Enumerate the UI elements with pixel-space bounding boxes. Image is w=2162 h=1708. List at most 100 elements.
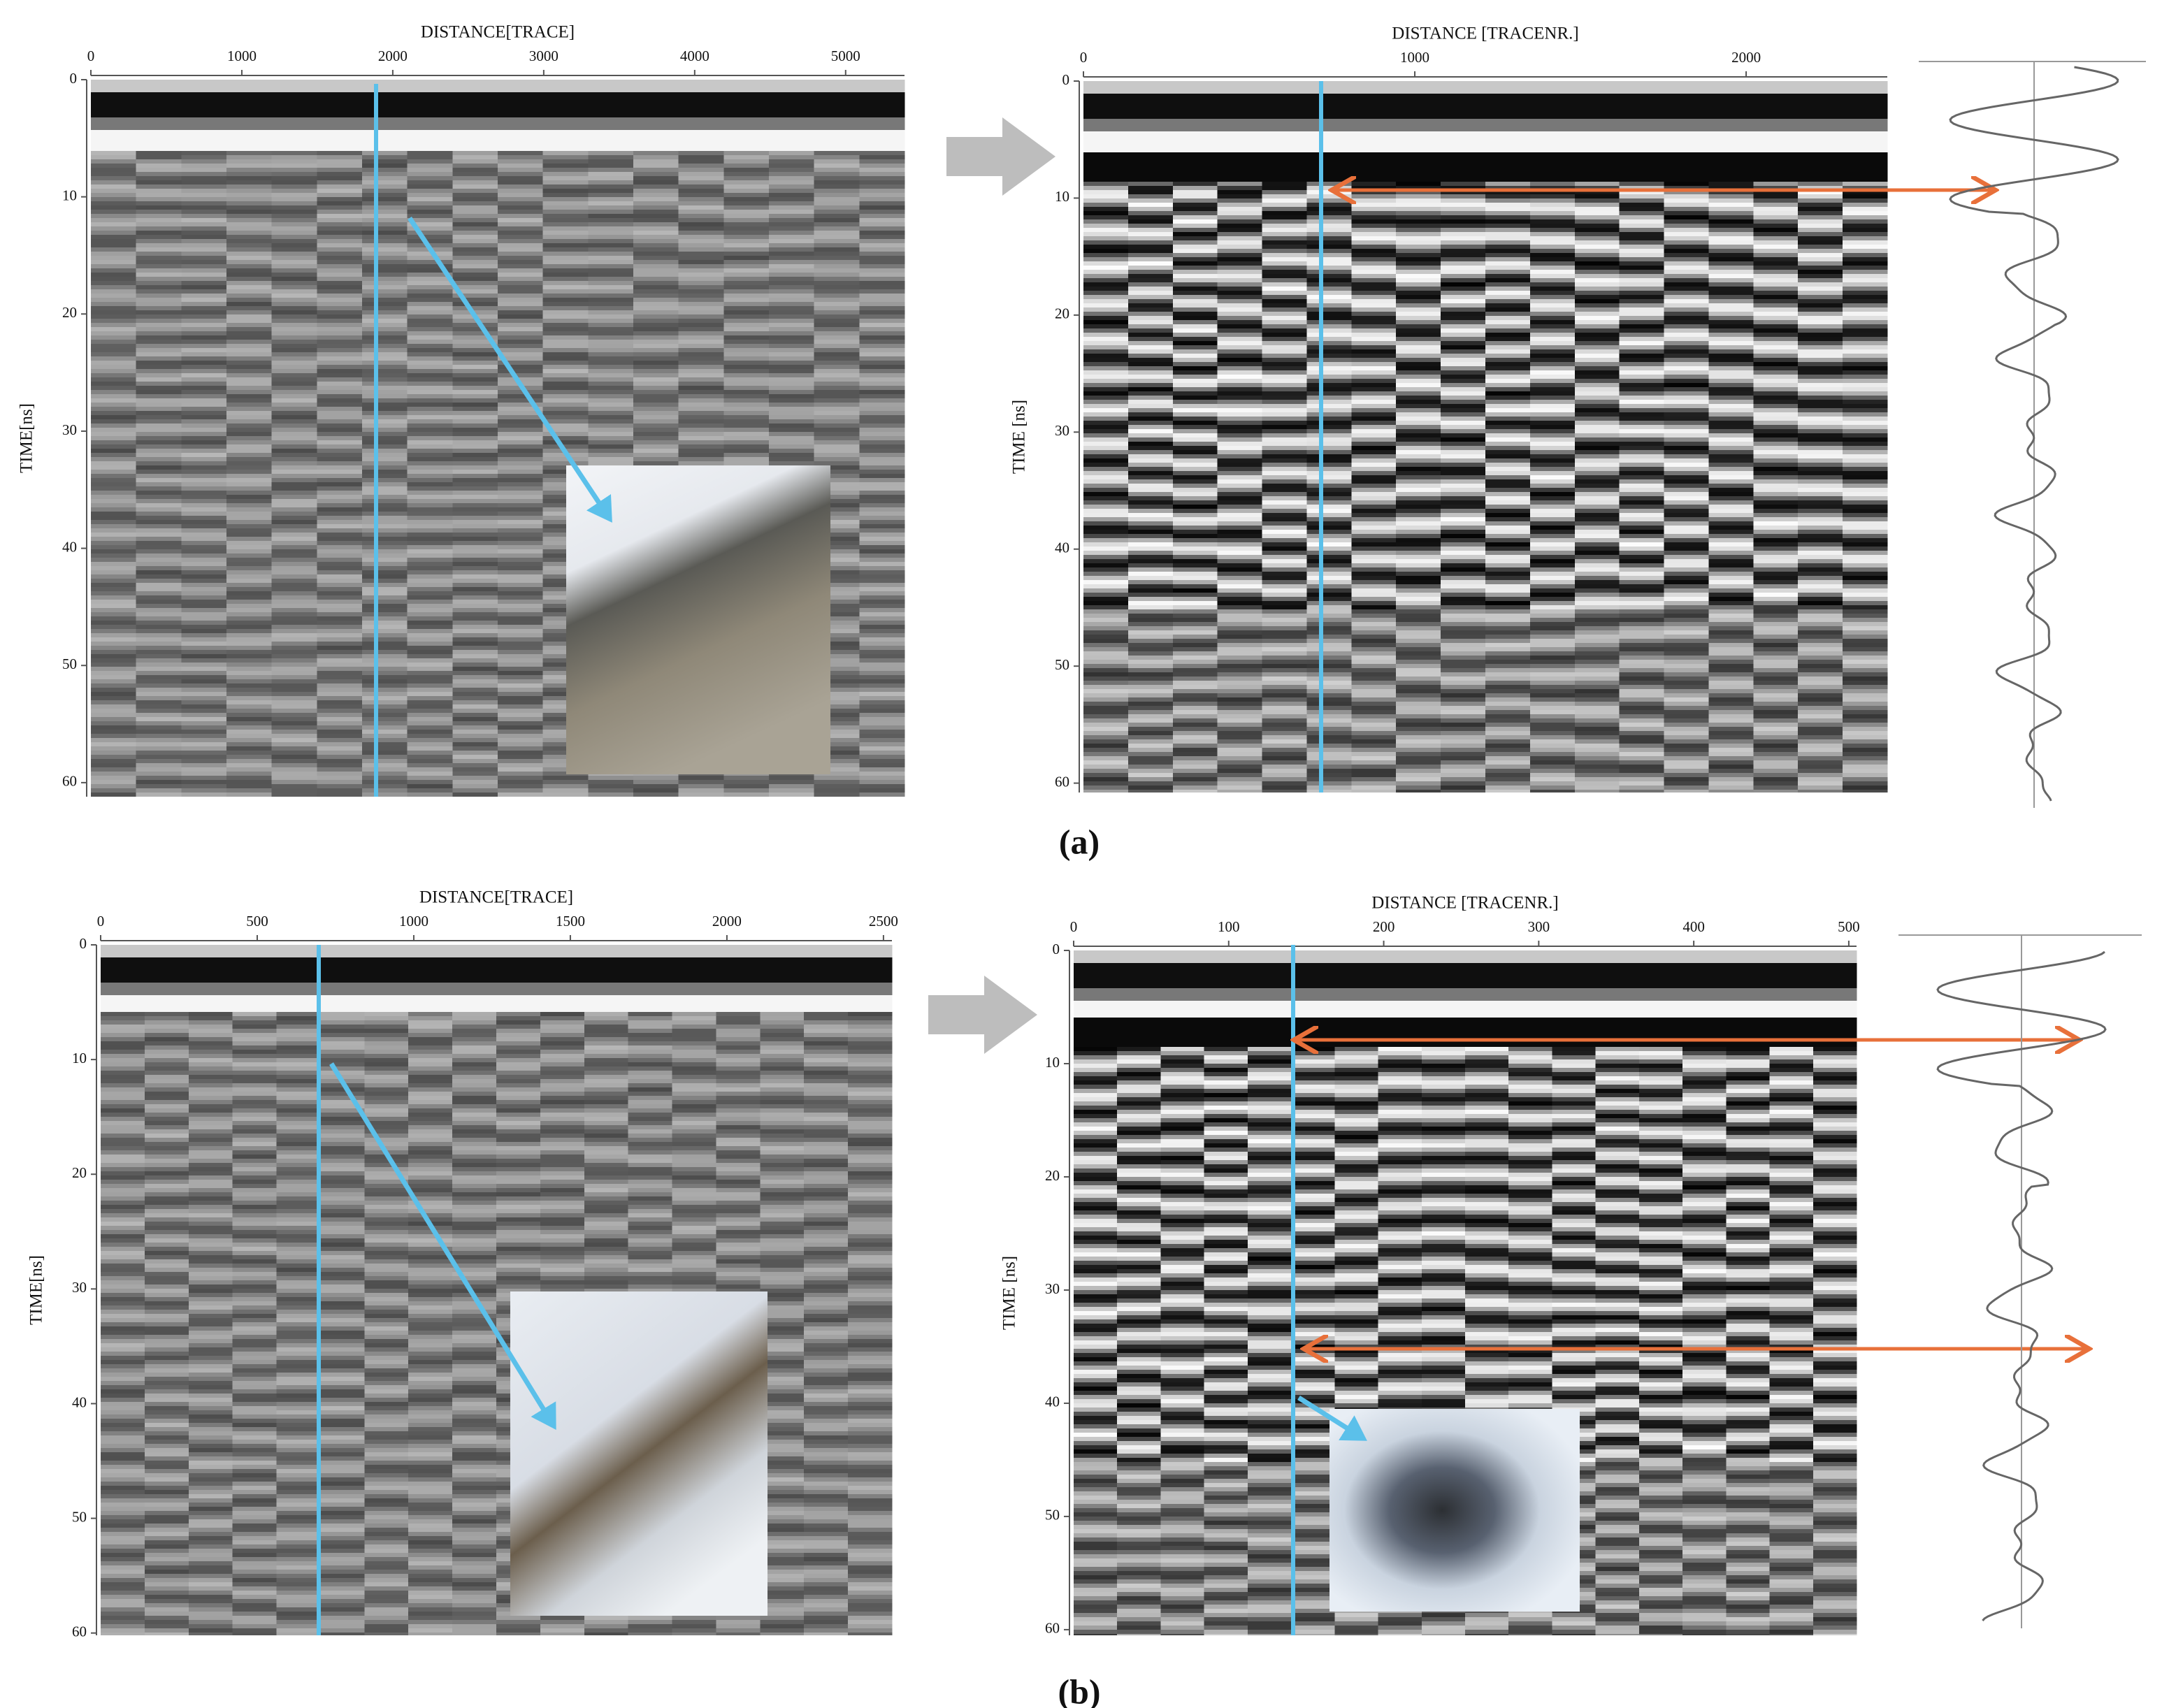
texture [542, 654, 589, 658]
texture [1262, 555, 1308, 559]
texture [498, 260, 544, 264]
texture [362, 516, 408, 520]
texture [1529, 593, 1576, 597]
texture [859, 763, 905, 767]
texture [859, 117, 905, 122]
texture [588, 256, 634, 260]
texture [1529, 245, 1576, 249]
texture [181, 742, 227, 746]
texture [814, 486, 860, 491]
texture [452, 369, 498, 373]
texture [317, 444, 363, 449]
texture [498, 512, 544, 516]
texture [678, 210, 724, 214]
texture [1083, 731, 1129, 735]
texture [1351, 635, 1397, 639]
texture [1172, 463, 1218, 467]
texture [542, 361, 589, 365]
texture [1396, 488, 1441, 492]
texture [136, 780, 182, 784]
texture [181, 147, 227, 151]
texture [1083, 748, 1129, 752]
texture [633, 340, 679, 344]
texture [498, 541, 544, 545]
texture [1396, 777, 1441, 781]
texture [317, 604, 363, 608]
texture [1485, 614, 1531, 618]
texture [362, 361, 408, 365]
texture [814, 763, 860, 767]
texture [859, 637, 905, 642]
texture [1529, 412, 1576, 417]
texture [1262, 584, 1308, 588]
texture [498, 562, 544, 566]
texture [1306, 215, 1352, 219]
texture [317, 637, 363, 642]
texture [1396, 370, 1441, 375]
texture [407, 512, 453, 516]
texture [1485, 345, 1531, 349]
texture [1529, 148, 1576, 152]
texture [1441, 446, 1486, 450]
texture [1441, 702, 1486, 706]
texture [317, 545, 363, 549]
texture [1529, 597, 1576, 601]
texture [723, 109, 770, 113]
texture [1127, 102, 1174, 106]
texture [1083, 421, 1129, 425]
texture [452, 537, 498, 541]
texture [1083, 643, 1129, 647]
texture [1172, 312, 1218, 316]
texture [407, 394, 453, 398]
texture [542, 398, 589, 403]
texture [1172, 756, 1218, 760]
texture [542, 294, 589, 298]
texture [588, 776, 634, 780]
texture [1262, 119, 1308, 123]
texture [181, 751, 227, 755]
texture [91, 105, 137, 109]
texture [407, 168, 453, 172]
texture [1306, 618, 1352, 622]
texture [181, 646, 227, 650]
texture [1127, 576, 1174, 580]
texture [1217, 178, 1263, 182]
texture [1351, 597, 1397, 601]
texture [1172, 387, 1218, 391]
texture [1262, 232, 1308, 236]
texture [452, 302, 498, 306]
texture [1351, 341, 1397, 345]
texture [1172, 370, 1218, 375]
texture [542, 499, 589, 503]
texture [181, 642, 227, 646]
texture [362, 273, 408, 277]
texture [633, 113, 679, 117]
texture [91, 663, 137, 667]
texture [859, 524, 905, 528]
texture [859, 461, 905, 465]
texture [136, 621, 182, 625]
texture [859, 491, 905, 495]
texture [1529, 173, 1576, 178]
texture [1217, 354, 1263, 358]
texture [1306, 676, 1352, 681]
texture [1441, 656, 1486, 660]
texture [226, 793, 273, 797]
texture [814, 541, 860, 545]
texture [181, 92, 227, 96]
texture [91, 507, 137, 512]
texture [407, 138, 453, 143]
texture [136, 600, 182, 604]
texture [317, 352, 363, 356]
texture [317, 465, 363, 470]
texture [1172, 744, 1218, 748]
texture [1441, 530, 1486, 534]
texture [542, 650, 589, 654]
texture [136, 180, 182, 184]
texture [1217, 630, 1263, 635]
texture [1485, 647, 1531, 651]
texture [271, 377, 317, 382]
texture [542, 256, 589, 260]
texture [1485, 626, 1531, 630]
texture [91, 746, 137, 751]
